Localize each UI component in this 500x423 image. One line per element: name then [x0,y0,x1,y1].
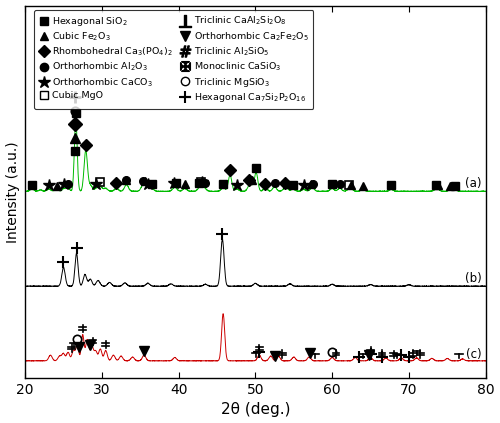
Text: (b): (b) [465,272,482,285]
Y-axis label: Intensity (a.u.): Intensity (a.u.) [6,141,20,243]
Text: (a): (a) [466,177,482,190]
X-axis label: 2θ (deg.): 2θ (deg.) [220,402,290,418]
Legend: Hexagonal SiO$_2$, Cubic Fe$_2$O$_3$, Rhombohedral Ca$_3$(PO$_4$)$_2$, Orthorhom: Hexagonal SiO$_2$, Cubic Fe$_2$O$_3$, Rh… [34,10,314,109]
Text: (c): (c) [466,348,482,361]
